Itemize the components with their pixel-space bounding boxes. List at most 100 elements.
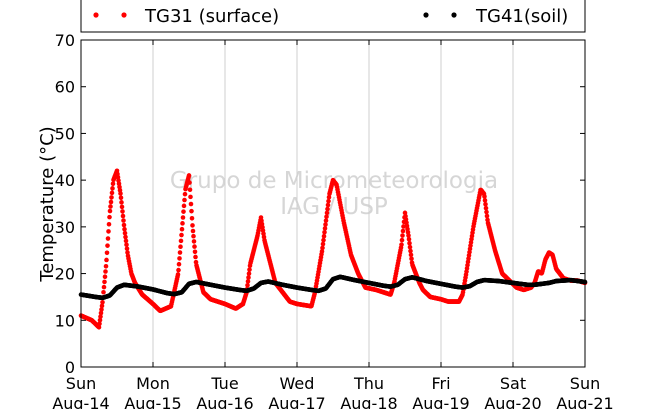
- data-point: [96, 324, 102, 330]
- legend-box: [80, 0, 586, 33]
- data-point: [322, 226, 328, 231]
- data-point: [406, 237, 412, 242]
- x-tick-label-day: Sat: [500, 374, 526, 393]
- data-point: [400, 228, 406, 234]
- data-point: [245, 282, 250, 288]
- data-point: [108, 199, 114, 205]
- data-point: [106, 221, 112, 227]
- data-point: [101, 284, 107, 290]
- data-point: [105, 236, 111, 241]
- data-point: [107, 214, 112, 220]
- series-tg41: [78, 274, 588, 301]
- legend-entry-tg41: TG41(soil): [423, 6, 568, 27]
- data-point: [178, 238, 184, 244]
- watermark-line-2: IAG / USP: [280, 194, 388, 220]
- data-point: [191, 233, 196, 239]
- y-tick-label: 50: [55, 124, 75, 143]
- data-point: [320, 241, 326, 247]
- data-point: [122, 230, 128, 236]
- data-point: [180, 215, 186, 220]
- data-point: [190, 223, 195, 228]
- data-point: [118, 191, 123, 196]
- data-point: [483, 205, 489, 211]
- data-point: [323, 222, 328, 227]
- data-point: [181, 203, 187, 209]
- data-point: [179, 226, 185, 232]
- data-point: [324, 214, 329, 220]
- x-tick-label-date: Aug-19: [412, 394, 469, 409]
- y-tick-label: 60: [55, 78, 75, 97]
- data-point: [191, 239, 197, 244]
- data-point: [99, 307, 104, 312]
- x-tick-label-date: Aug-21: [556, 394, 613, 409]
- data-point: [484, 209, 489, 215]
- data-point: [246, 275, 251, 280]
- data-point: [104, 257, 109, 263]
- data-point: [325, 202, 331, 208]
- data-point: [109, 190, 115, 196]
- grid-lines: [152, 40, 514, 367]
- data-point: [99, 303, 105, 309]
- data-point: [179, 232, 184, 238]
- data-point: [177, 250, 183, 255]
- data-point: [188, 194, 193, 200]
- data-point: [484, 213, 490, 219]
- x-tick-label-day: Wed: [280, 374, 315, 393]
- data-point: [119, 204, 125, 210]
- x-tick-label-date: Aug-20: [484, 394, 541, 409]
- y-tick-label: 10: [55, 311, 75, 330]
- data-point: [109, 195, 114, 200]
- data-point: [120, 209, 125, 214]
- legend-label: TG31 (surface): [144, 6, 279, 27]
- data-point: [407, 244, 413, 250]
- y-tick-label: 40: [55, 171, 75, 190]
- legend-marker: [93, 12, 99, 18]
- data-point: [124, 242, 129, 248]
- data-point: [399, 242, 404, 247]
- y-tick-label: 20: [55, 265, 75, 284]
- y-tick-label: 70: [55, 31, 75, 50]
- y-axis-label: Temperature (°C): [37, 126, 58, 282]
- data-point: [323, 218, 329, 223]
- x-tick-label-date: Aug-18: [340, 394, 397, 409]
- legend-marker: [423, 12, 429, 18]
- data-point: [121, 222, 127, 228]
- axis-ticks: 010203040506070SunAug-14MonAug-15TueAug-…: [52, 31, 613, 409]
- data-point: [108, 204, 113, 209]
- data-point: [182, 191, 188, 197]
- y-tick-label: 0: [65, 358, 75, 377]
- data-point: [125, 250, 130, 255]
- data-point: [192, 244, 197, 249]
- data-point: [105, 243, 110, 248]
- data-point: [97, 321, 102, 327]
- data-point: [121, 218, 126, 223]
- x-tick-label-day: Sun: [66, 374, 96, 393]
- data-point: [483, 201, 488, 207]
- data-point: [408, 252, 414, 258]
- data-point: [325, 206, 330, 212]
- data-point: [98, 314, 103, 319]
- x-tick-label-date: Aug-15: [124, 394, 181, 409]
- data-point: [187, 180, 192, 185]
- data-point: [189, 215, 195, 221]
- legend-entry-tg31: TG31 (surface): [93, 6, 279, 27]
- data-point: [182, 197, 187, 203]
- data-point: [100, 300, 105, 305]
- data-point: [482, 198, 488, 203]
- data-point: [324, 210, 330, 216]
- data-point: [407, 240, 412, 246]
- x-tick-label-date: Aug-14: [52, 394, 109, 409]
- data-point: [107, 208, 113, 214]
- data-point: [193, 254, 198, 260]
- data-point: [188, 201, 194, 207]
- data-point: [176, 261, 182, 267]
- data-point: [187, 187, 193, 193]
- x-tick-label-date: Aug-17: [268, 394, 325, 409]
- data-point: [482, 194, 487, 199]
- data-point: [400, 233, 405, 238]
- data-point: [177, 256, 182, 261]
- data-point: [321, 237, 326, 243]
- data-point: [190, 228, 196, 234]
- data-point: [408, 248, 413, 254]
